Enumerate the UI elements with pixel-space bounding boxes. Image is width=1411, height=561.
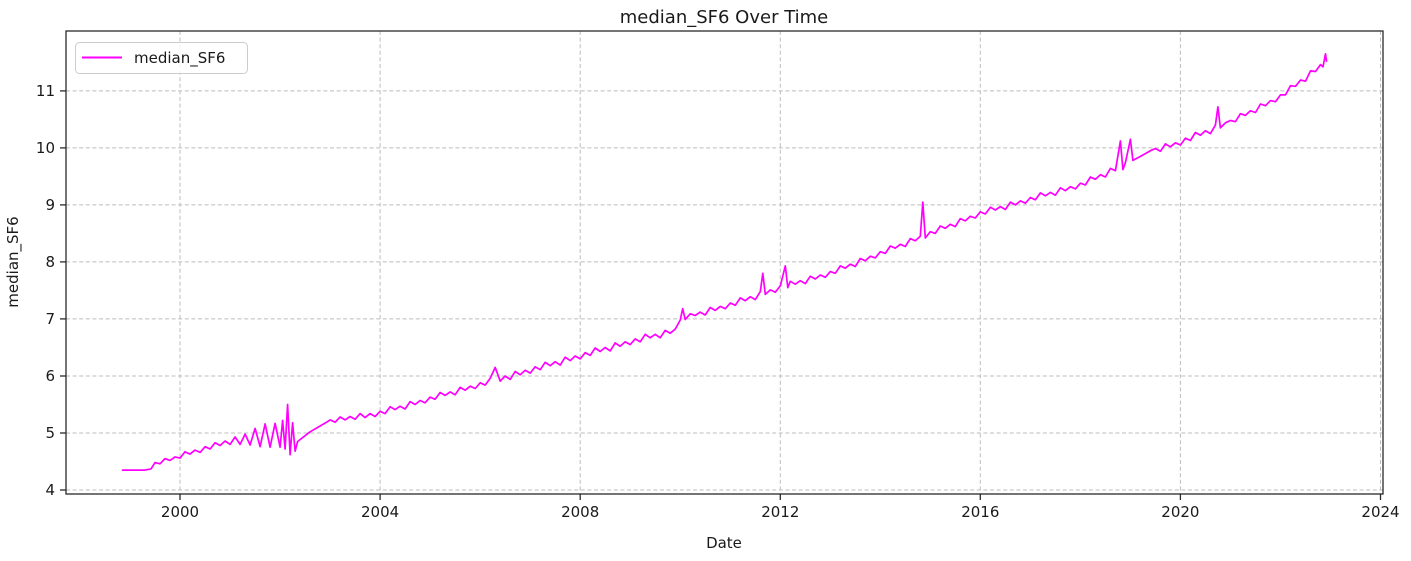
y-axis-label: median_SF6 — [4, 216, 23, 307]
y-tick-label: 8 — [45, 253, 55, 271]
y-tick-label: 9 — [45, 196, 55, 214]
series-line-median-sf6 — [121, 52, 1328, 471]
x-tick-label: 2012 — [761, 503, 799, 521]
x-tick-label: 2008 — [561, 503, 599, 521]
x-tick-label: 2024 — [1361, 503, 1399, 521]
x-tick-label: 2016 — [961, 503, 999, 521]
y-tick-label: 11 — [36, 82, 55, 100]
x-tick-label: 2000 — [161, 503, 199, 521]
y-tick-label: 5 — [45, 424, 55, 442]
legend-box — [75, 42, 248, 74]
y-tick-label: 10 — [36, 139, 55, 157]
x-tick-label: 2020 — [1161, 503, 1199, 521]
legend: median_SF6 — [75, 42, 248, 74]
legend-label: median_SF6 — [134, 49, 225, 68]
y-ticks-layer: 4 5 6 7 8 9 10 11 — [36, 82, 66, 499]
chart-title: median_SF6 Over Time — [620, 7, 829, 28]
grid-layer — [66, 31, 1383, 494]
y-tick-label: 4 — [45, 481, 55, 499]
x-tick-label: 2004 — [361, 503, 399, 521]
plot-border — [65, 30, 1384, 495]
y-tick-label: 6 — [45, 367, 55, 385]
x-ticks-layer: 2000 2004 2008 2012 2016 2020 2024 — [161, 494, 1400, 521]
x-axis-label: Date — [706, 534, 742, 552]
y-tick-label: 7 — [45, 310, 55, 328]
